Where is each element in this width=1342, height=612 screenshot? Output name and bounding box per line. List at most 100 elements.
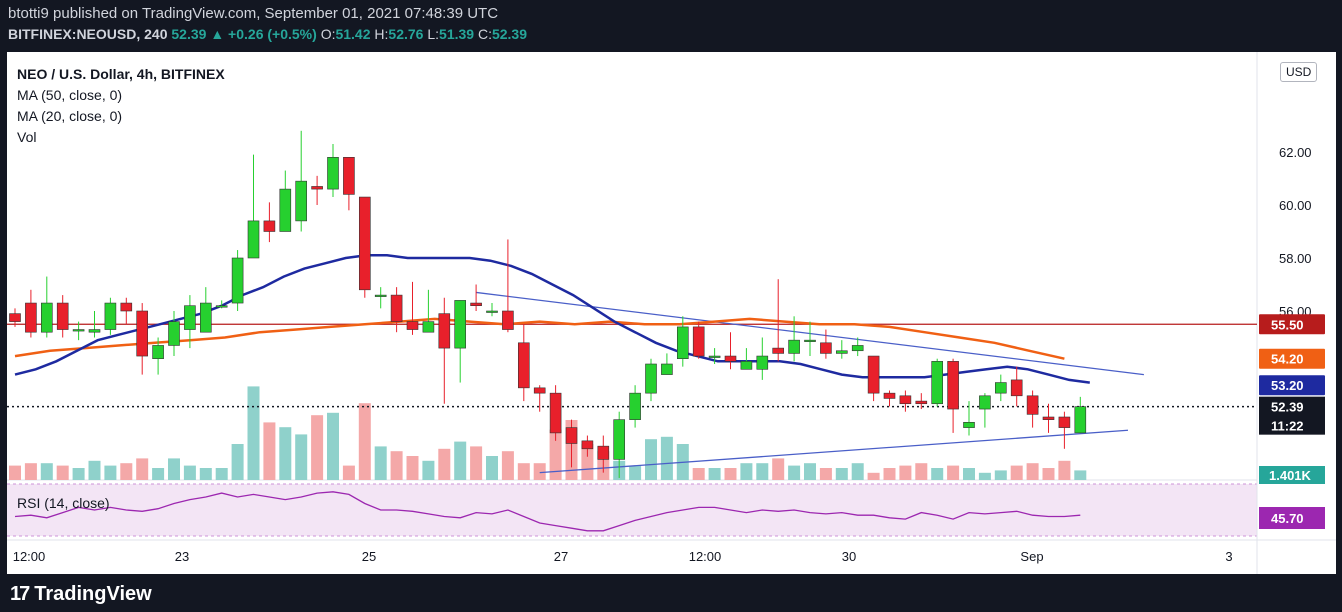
volume-bar <box>9 465 21 480</box>
volume-bar <box>438 448 451 480</box>
volume-bar <box>24 463 37 480</box>
volume-bar <box>152 468 165 480</box>
rsi-badge-bg <box>1259 507 1325 529</box>
legend-ma50[interactable]: MA (50, close, 0) <box>17 87 123 103</box>
volume-bar <box>867 472 880 480</box>
volume-bar <box>136 458 149 480</box>
candle-body <box>597 445 610 460</box>
rsi-line <box>14 491 1081 532</box>
volume-bar <box>978 472 991 480</box>
volume-bar <box>311 415 324 480</box>
legend-title[interactable]: NEO / U.S. Dollar, 4h, BITFINEX <box>17 66 225 82</box>
candle-body <box>613 419 626 460</box>
candle-body <box>168 321 180 346</box>
volume-bar <box>629 465 642 480</box>
candle-body <box>581 440 594 450</box>
candle-body <box>311 186 323 190</box>
candle-body <box>947 361 959 410</box>
volume-bar <box>581 444 594 480</box>
volume-bar <box>692 468 705 480</box>
candle-body <box>88 329 101 333</box>
rsi-label[interactable]: RSI (14, close) <box>17 495 110 511</box>
candle-body <box>517 342 530 389</box>
candle-body <box>994 382 1007 394</box>
time-tick-label: 12:00 <box>13 549 46 564</box>
rsi-badge: 45.70 <box>1271 511 1304 526</box>
legend-volume[interactable]: Vol <box>17 129 37 145</box>
price-change: ▲ +0.26 (+0.5%) <box>210 26 317 42</box>
price-badge: 52.39 <box>1271 400 1304 415</box>
volume-bar <box>120 463 133 480</box>
volume-bar <box>327 412 339 480</box>
price-badge-bg <box>1259 396 1325 435</box>
close-value: 52.39 <box>491 26 528 42</box>
candle-body <box>184 305 196 330</box>
candle-body <box>645 363 657 394</box>
candle-body <box>502 310 514 330</box>
symbol-info: BITFINEX:NEOUSD, 240 52.39 ▲ +0.26 (+0.5… <box>8 26 527 42</box>
candle-body <box>295 180 308 222</box>
price-tick-label: 58.00 <box>1279 251 1312 266</box>
candle-body <box>1010 379 1023 397</box>
volume-bar <box>104 465 117 480</box>
candle-body <box>231 257 244 304</box>
candle-body <box>279 188 292 232</box>
volume-bar <box>1042 468 1055 480</box>
volume-bar <box>708 468 721 480</box>
candle-body <box>470 302 482 307</box>
chart-area[interactable]: 62.0060.0058.0056.0050.0048.0055.5054.20… <box>7 52 1336 574</box>
footer-bar <box>0 576 1342 612</box>
volume-bar <box>88 460 101 480</box>
volume-bar <box>183 465 196 480</box>
time-tick-label: 25 <box>362 549 376 564</box>
candle-body <box>422 321 435 333</box>
candle-body <box>152 345 164 360</box>
volume-bar <box>756 463 769 480</box>
volume-bar <box>470 446 483 480</box>
volume-bar <box>931 468 944 480</box>
candle-body <box>740 361 753 370</box>
candle-body <box>724 355 737 362</box>
volume-bar <box>883 468 896 480</box>
candle-body <box>915 400 928 405</box>
candle-body <box>247 220 260 259</box>
candle-body <box>486 310 498 313</box>
volume-bar <box>199 468 212 480</box>
volume-bar <box>1074 470 1087 480</box>
symbol-name[interactable]: BITFINEX:NEOUSD, 240 <box>8 26 168 42</box>
ma20-badge-bg <box>1259 375 1325 396</box>
volume-bar <box>231 444 244 480</box>
price-tick-label: 62.00 <box>1279 145 1312 160</box>
candle-body <box>899 395 912 405</box>
price-chart[interactable]: 62.0060.0058.0056.0050.0048.0055.5054.20… <box>7 52 1336 574</box>
volume-bar <box>406 456 419 480</box>
volume-bar <box>947 465 960 480</box>
legend-ma20[interactable]: MA (20, close, 0) <box>17 108 123 124</box>
currency-button[interactable]: USD <box>1280 62 1318 82</box>
candle-body <box>979 395 991 410</box>
candle-body <box>788 339 800 354</box>
rsi-pane-bg <box>7 484 1257 536</box>
volume-bar <box>454 441 467 480</box>
candle-body <box>835 350 848 354</box>
tradingview-logo[interactable]: 17 TradingView <box>10 583 152 606</box>
volume-bar <box>263 422 276 480</box>
candle-body <box>676 326 689 359</box>
last-price: 52.39 <box>171 26 207 42</box>
candle-body <box>263 220 276 232</box>
volume-bar <box>804 463 816 480</box>
volume-bar <box>517 463 530 480</box>
published-info: btotti9 published on TradingView.com, Se… <box>8 5 499 22</box>
volume-bar <box>40 463 53 480</box>
candle-body <box>25 302 37 333</box>
volume-bar <box>549 429 562 480</box>
candle-body <box>756 355 769 370</box>
candle-body <box>692 326 705 357</box>
high-value: 52.76 <box>388 26 424 42</box>
ma20-badge: 53.20 <box>1271 378 1304 393</box>
candle-body <box>1042 416 1055 420</box>
chart-legend: NEO / U.S. Dollar, 4h, BITFINEX MA (50, … <box>17 64 225 148</box>
candle-body <box>963 421 975 428</box>
volume-bar <box>994 470 1007 480</box>
volume-badge-bg <box>1259 466 1325 484</box>
